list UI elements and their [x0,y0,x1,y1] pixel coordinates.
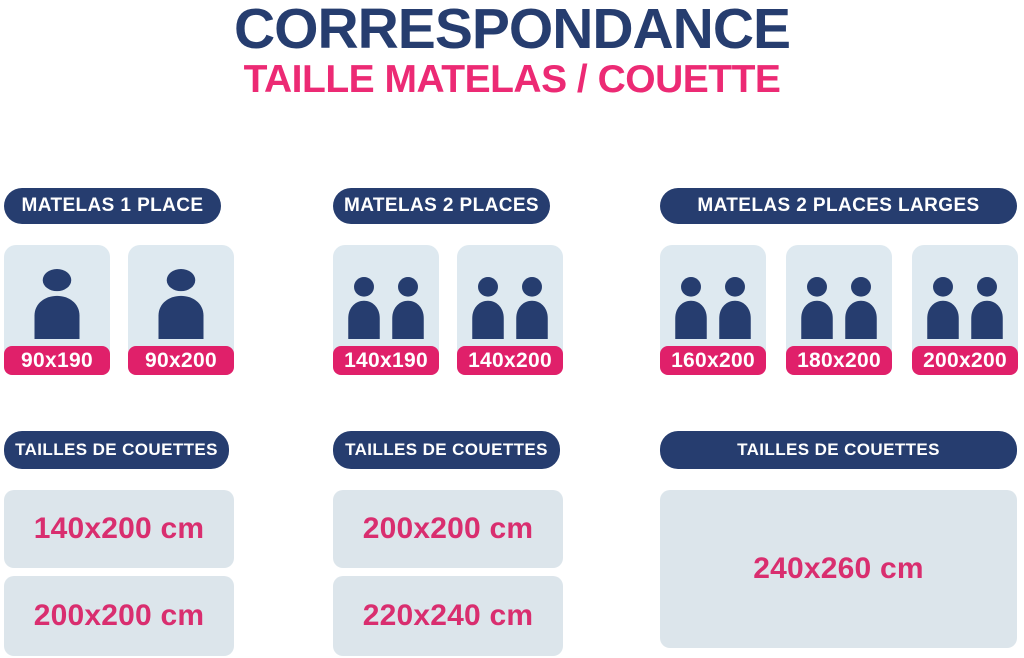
person-icon [158,269,204,339]
person-icon [472,277,504,339]
duvet-size-box: 240x260 cm [660,490,1017,648]
mattress-size-badge: 180x200 [786,346,892,375]
mattress-card-icons [333,245,439,346]
mattress-cards: 160x200 180x200 200x200 [660,245,1018,375]
mattress-header-pill: MATELAS 2 PLACES LARGES [660,188,1017,224]
mattress-card: 200x200 [912,245,1018,375]
duvet-header-pill: TAILLES DE COUETTES [333,431,560,469]
mattress-card-icons [4,245,110,346]
mattress-card: 140x200 [457,245,563,375]
mattress-size-badge: 140x200 [457,346,563,375]
person-icon [971,277,1003,339]
mattress-header-pill: MATELAS 2 PLACES [333,188,550,224]
mattress-size-badge: 200x200 [912,346,1018,375]
person-icon [845,277,877,339]
person-icon [801,277,833,339]
duvet-size-box: 200x200 cm [4,576,234,656]
duvet-size-box: 200x200 cm [333,490,563,568]
mattress-size-badge: 90x200 [128,346,234,375]
mattress-card: 90x190 [4,245,110,375]
page-subtitle: TAILLE MATELAS / COUETTE [243,58,781,101]
duvet-size-box: 140x200 cm [4,490,234,568]
person-icon [516,277,548,339]
mattress-card-icons [457,245,563,346]
person-icon [675,277,707,339]
mattress-card: 90x200 [128,245,234,375]
mattress-card-icons [786,245,892,346]
mattress-card-icons [660,245,766,346]
person-icon [392,277,424,339]
mattress-size-badge: 90x190 [4,346,110,375]
page-title: CORRESPONDANCE [233,0,791,61]
person-icon [927,277,959,339]
mattress-card: 160x200 [660,245,766,375]
mattress-card-icons [128,245,234,346]
duvet-header-pill: TAILLES DE COUETTES [4,431,229,469]
mattress-card-icons [912,245,1018,346]
person-icon [348,277,380,339]
mattress-cards: 90x190 90x200 [4,245,234,375]
mattress-card: 140x190 [333,245,439,375]
column-matelas-2-places: MATELAS 2 PLACES 140x190 140x200 TAILLES… [333,188,563,658]
person-icon [719,277,751,339]
column-matelas-1-place: MATELAS 1 PLACE 90x190 90x200 TAILLES DE… [4,188,234,658]
mattress-cards: 140x190 140x200 [333,245,563,375]
mattress-size-badge: 160x200 [660,346,766,375]
person-icon [34,269,80,339]
duvet-header-pill: TAILLES DE COUETTES [660,431,1017,469]
mattress-card: 180x200 [786,245,892,375]
duvet-size-box: 220x240 cm [333,576,563,656]
column-matelas-2-places-larges: MATELAS 2 PLACES LARGES 160x200 180x200 [660,188,1018,658]
mattress-size-badge: 140x190 [333,346,439,375]
mattress-header-pill: MATELAS 1 PLACE [4,188,221,224]
